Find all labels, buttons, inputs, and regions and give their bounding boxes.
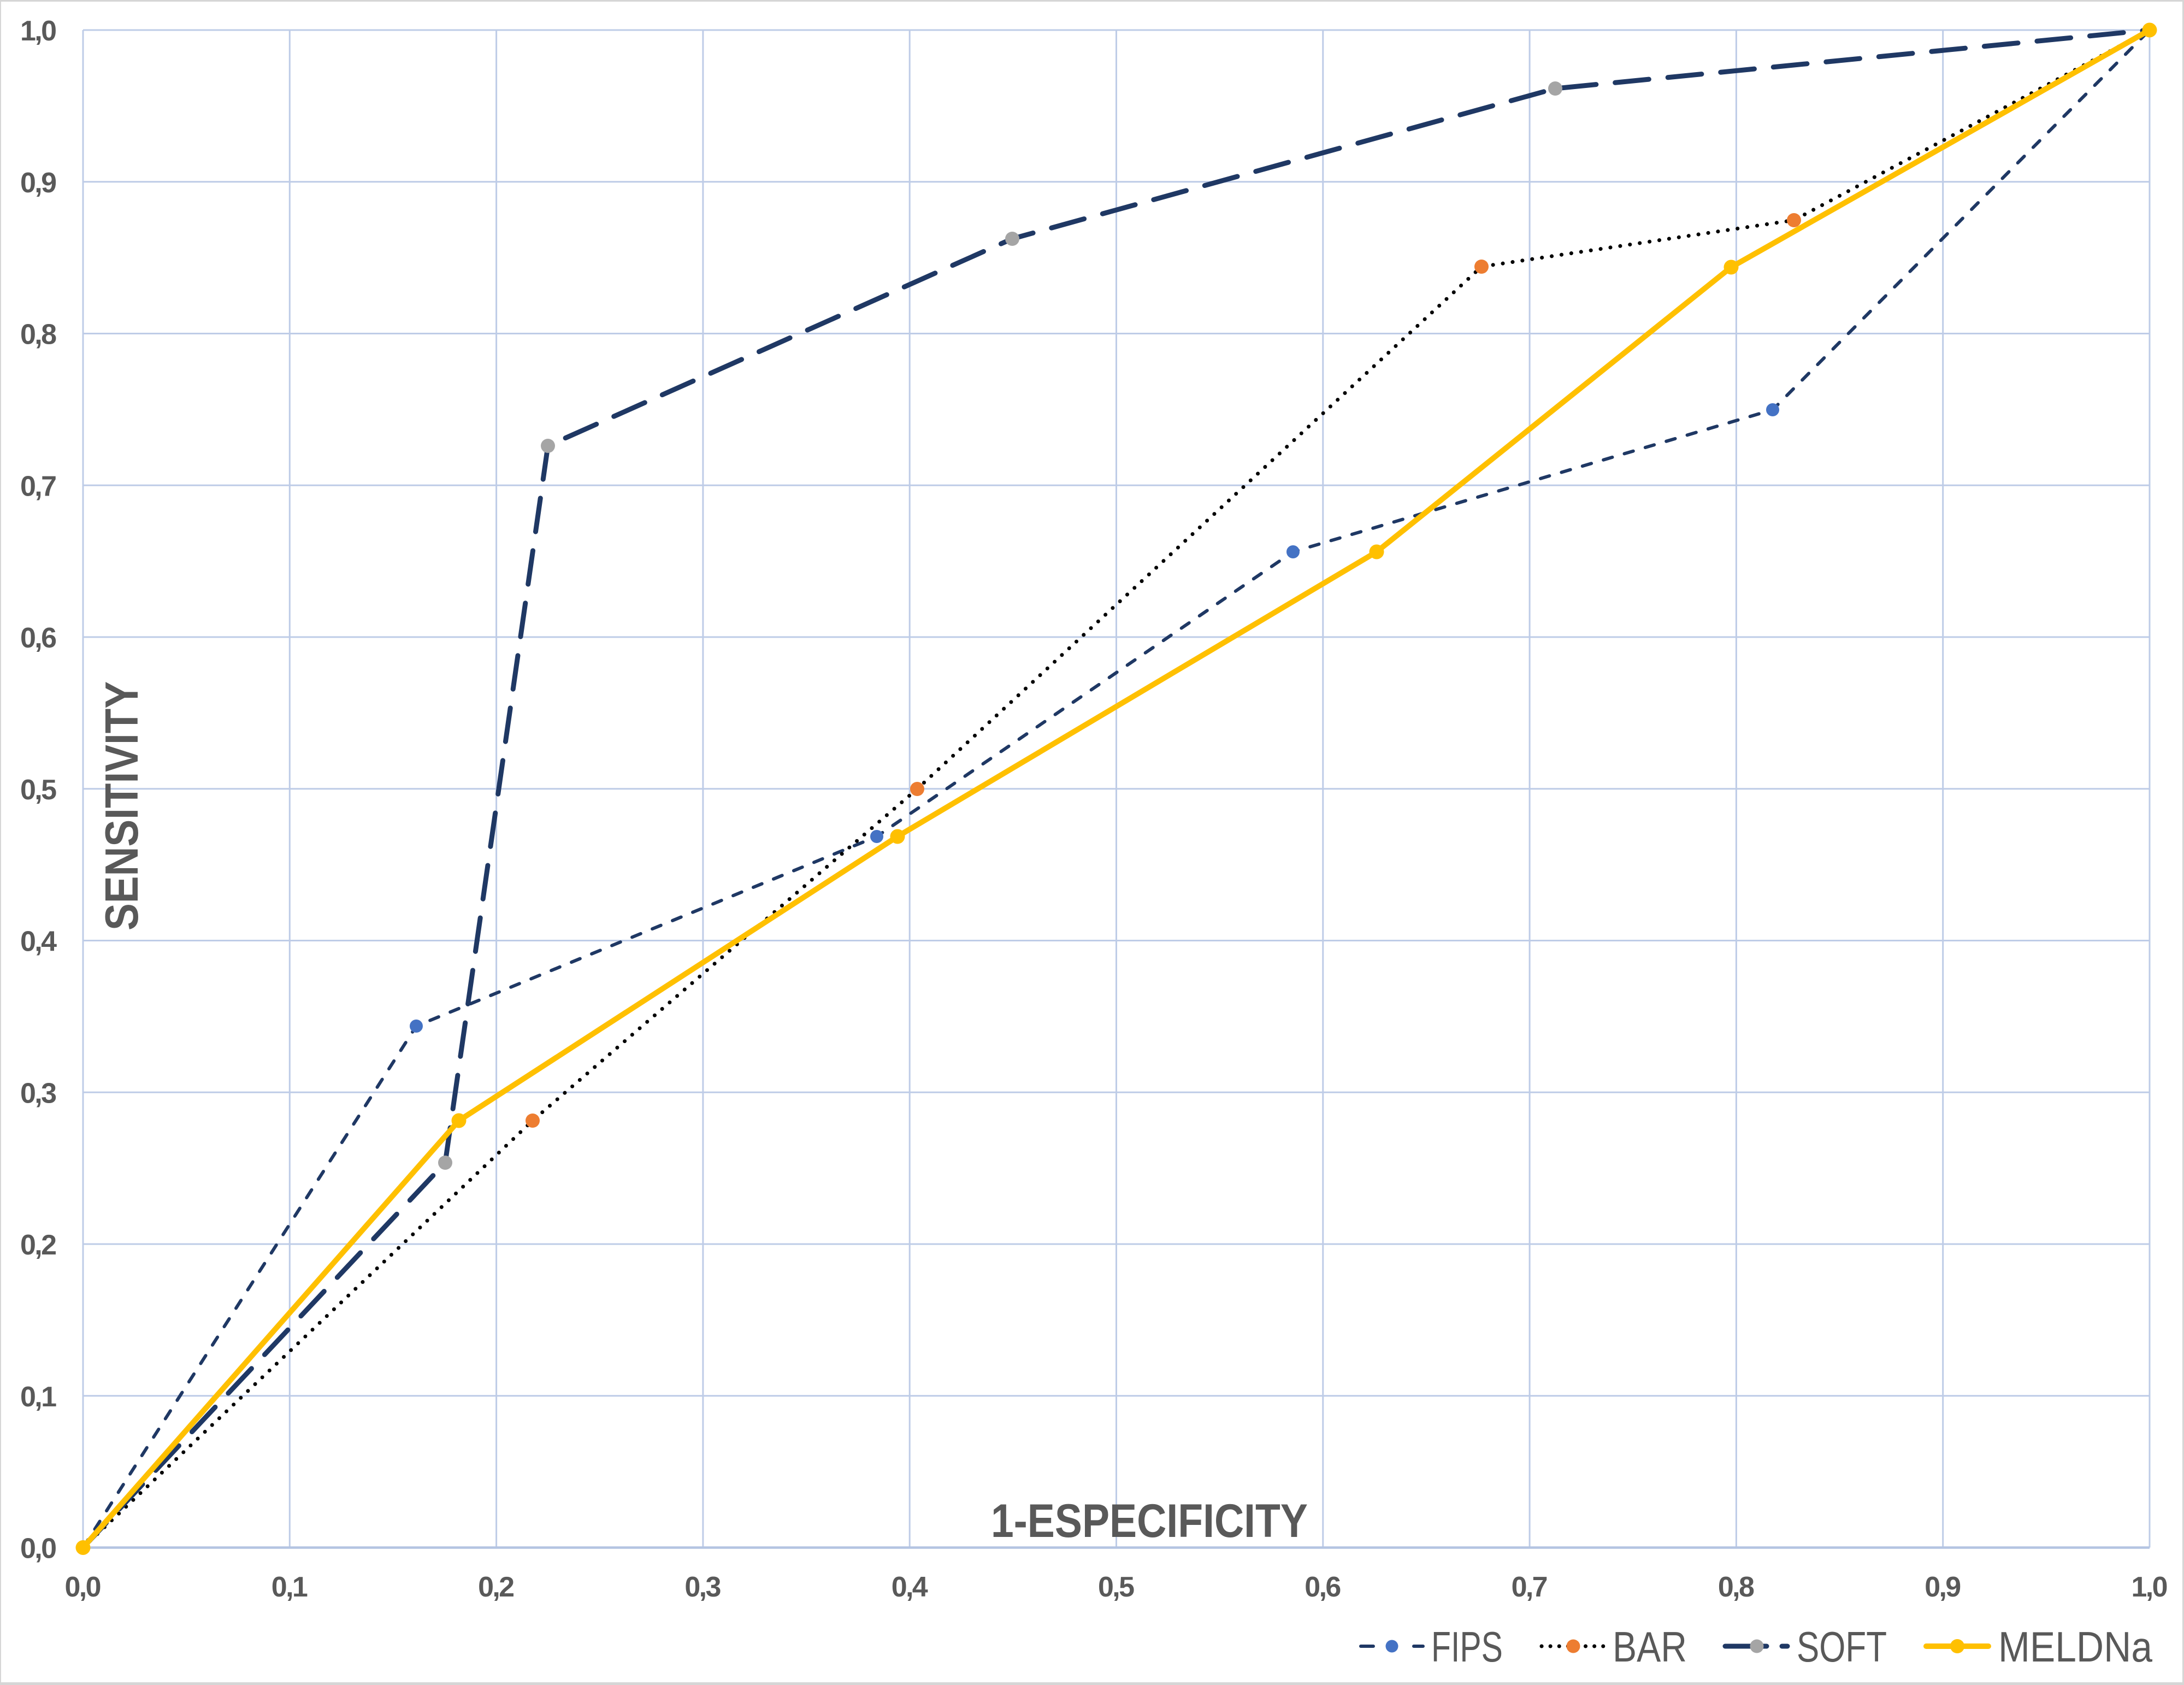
svg-text:0,9: 0,9 (20, 167, 57, 199)
svg-text:0,8: 0,8 (20, 319, 57, 351)
svg-text:0,0: 0,0 (65, 1571, 102, 1603)
svg-text:0,8: 0,8 (1718, 1571, 1755, 1603)
svg-text:0,7: 0,7 (1512, 1571, 1548, 1603)
svg-text:BAR: BAR (1613, 1623, 1687, 1671)
svg-text:0,6: 0,6 (1305, 1571, 1341, 1603)
svg-text:0,4: 0,4 (892, 1571, 928, 1603)
svg-text:0,1: 0,1 (20, 1381, 57, 1413)
svg-text:0,1: 0,1 (271, 1571, 308, 1603)
svg-text:0,4: 0,4 (20, 926, 57, 958)
svg-text:0,5: 0,5 (1098, 1571, 1135, 1603)
svg-text:1,0: 1,0 (20, 15, 57, 47)
svg-text:0,2: 0,2 (20, 1229, 57, 1261)
svg-text:0,7: 0,7 (20, 470, 57, 502)
svg-text:1,0: 1,0 (2132, 1571, 2168, 1603)
svg-text:0,6: 0,6 (20, 622, 57, 654)
svg-text:0,2: 0,2 (478, 1571, 515, 1603)
svg-text:SENSITIVITY: SENSITIVITY (96, 681, 148, 930)
svg-text:0,0: 0,0 (20, 1533, 57, 1565)
svg-text:0,3: 0,3 (20, 1077, 57, 1109)
svg-text:1-ESPECIFICITY: 1-ESPECIFICITY (991, 1495, 1308, 1547)
svg-text:0,9: 0,9 (1925, 1571, 1961, 1603)
svg-text:0,5: 0,5 (20, 774, 57, 806)
svg-text:0,3: 0,3 (684, 1571, 721, 1603)
svg-text:SOFT: SOFT (1797, 1623, 1887, 1671)
svg-text:MELDNa: MELDNa (1998, 1623, 2153, 1671)
svg-text:FIPS: FIPS (1431, 1623, 1503, 1671)
